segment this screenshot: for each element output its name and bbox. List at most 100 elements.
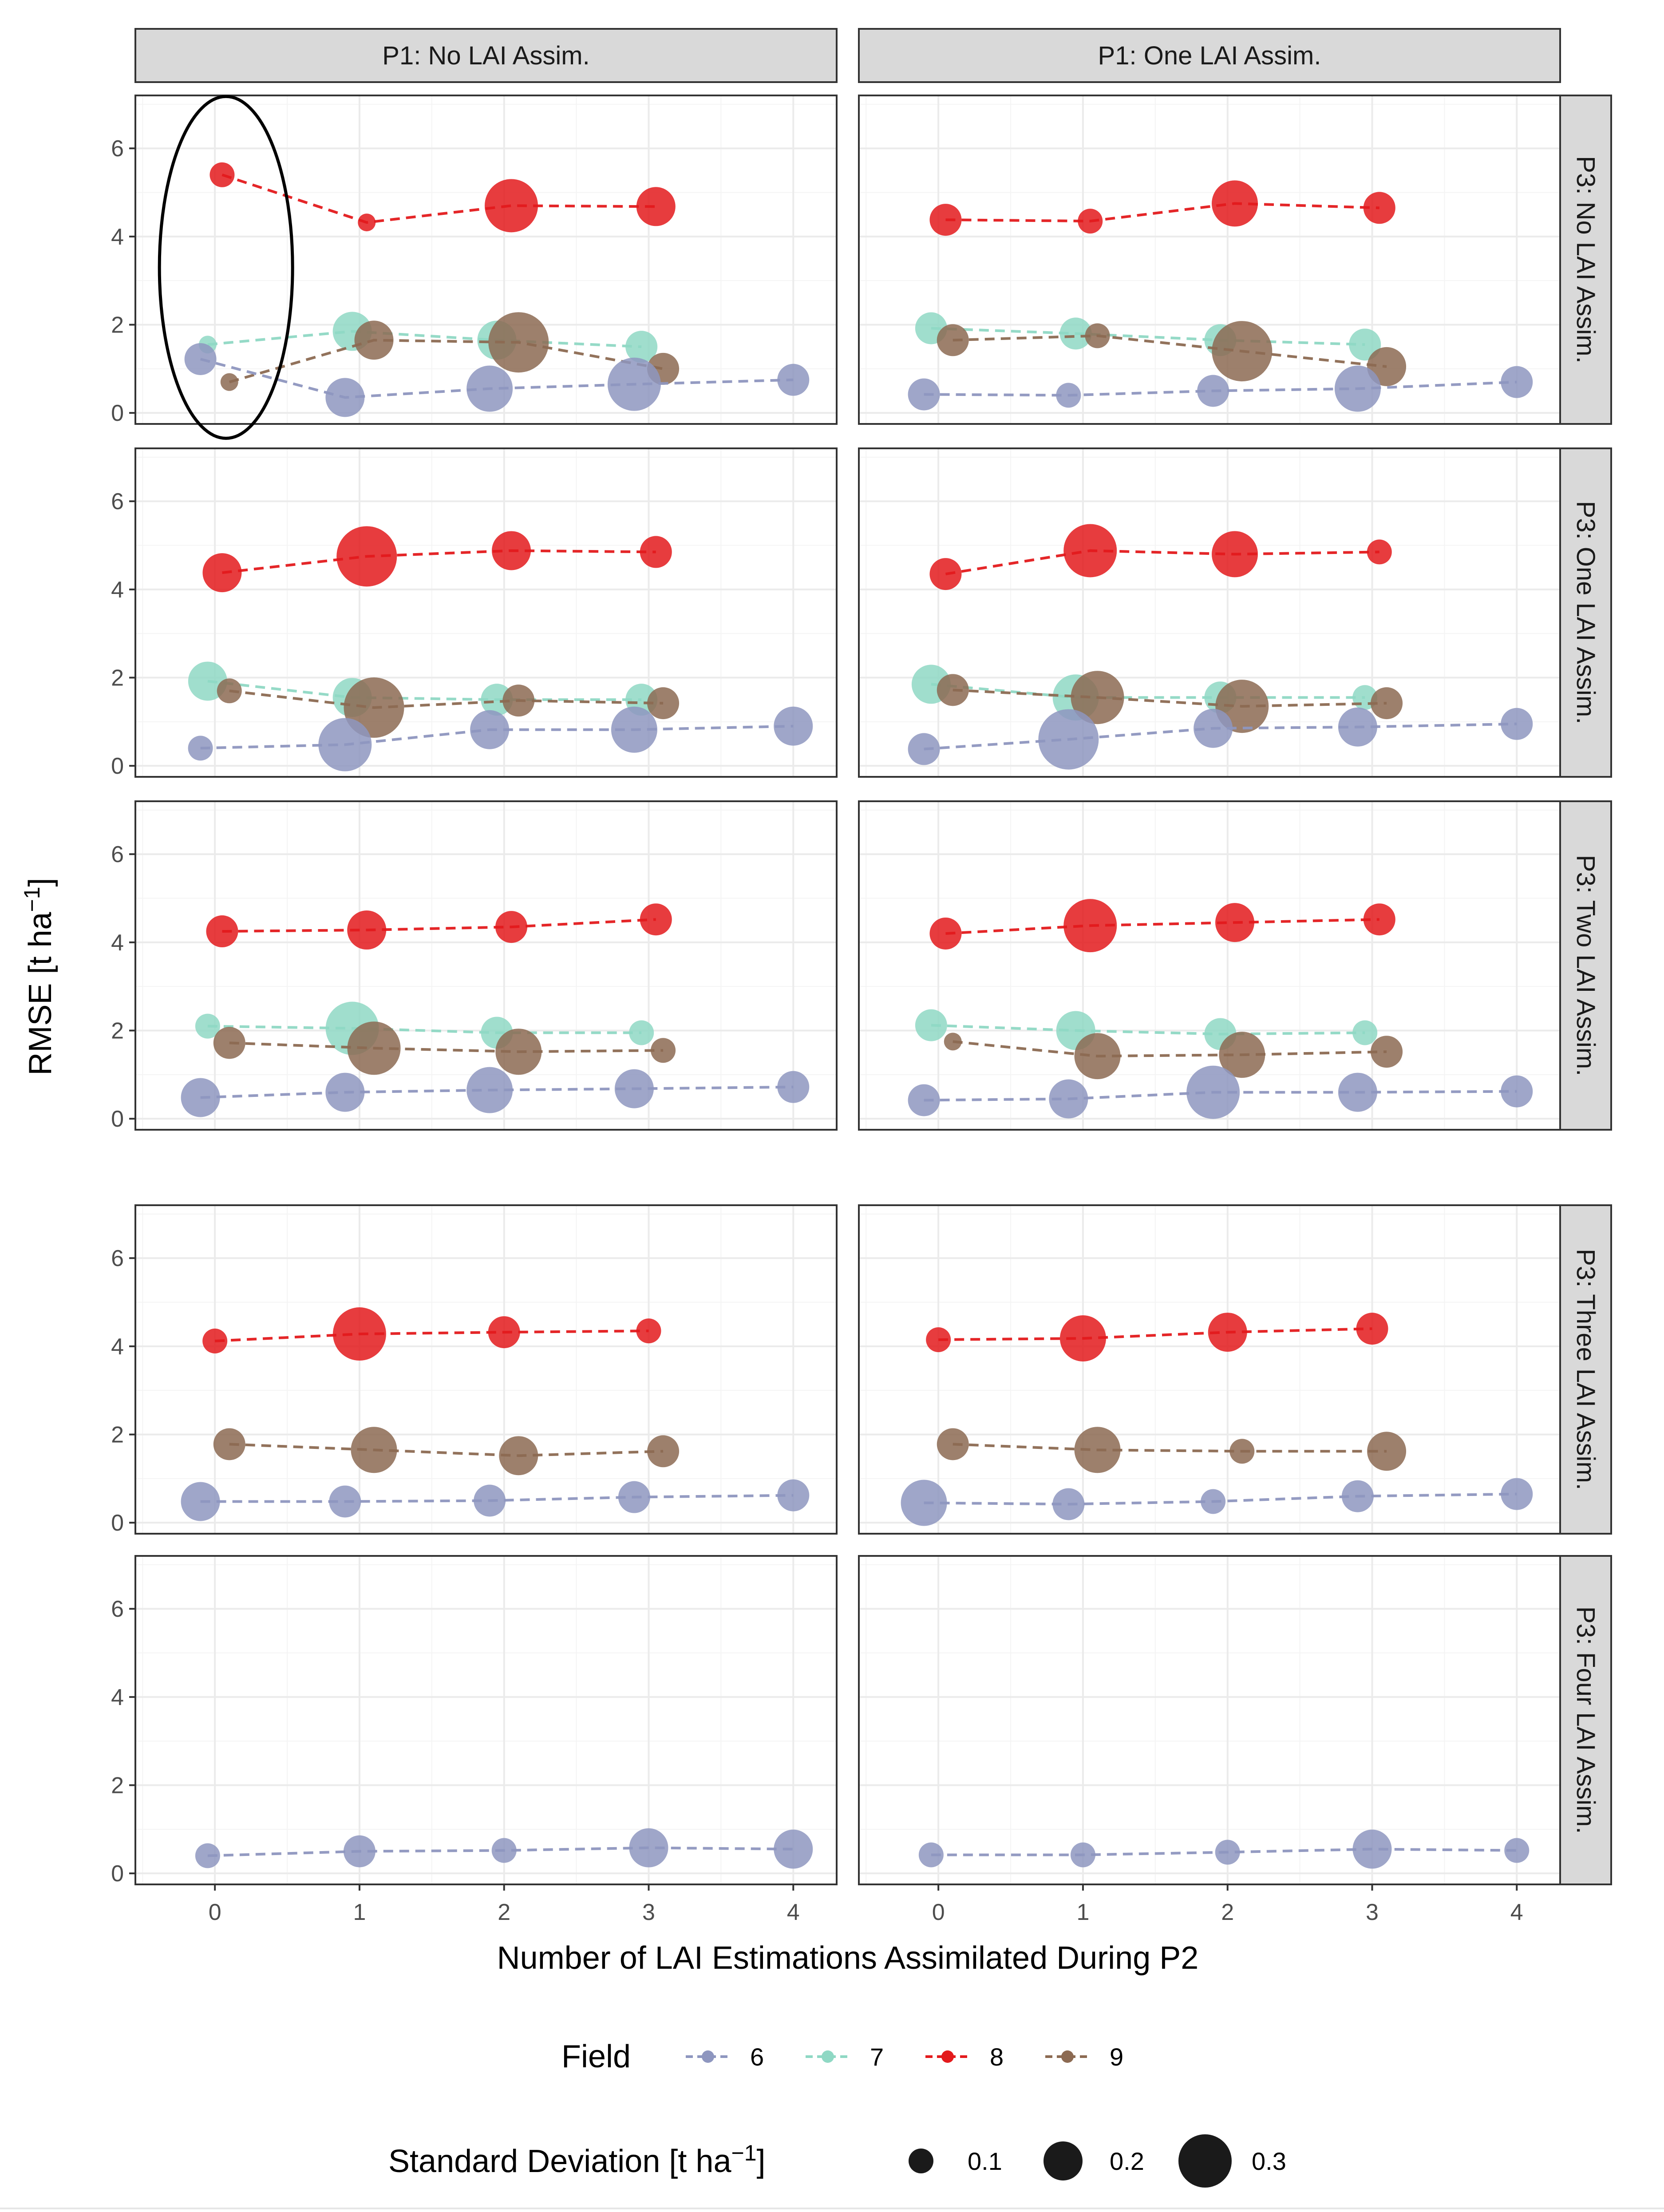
data-point-field-8 <box>347 910 387 950</box>
data-point-field-6 <box>1049 1079 1088 1119</box>
series-line-field-8 <box>215 1330 649 1342</box>
series-line-field-7 <box>931 683 1365 699</box>
series-line-field-8 <box>945 918 1379 935</box>
data-point-field-8 <box>485 179 538 233</box>
y-tick-label: 6 <box>111 489 124 514</box>
data-point-field-6 <box>343 1835 375 1868</box>
data-point-field-6 <box>908 1084 940 1116</box>
x-tick-label: 1 <box>1076 1899 1089 1925</box>
data-point-field-8 <box>926 1327 951 1352</box>
data-point-field-8 <box>1059 1315 1106 1361</box>
series-line-field-9 <box>229 1443 664 1457</box>
data-point-field-6 <box>618 1481 650 1513</box>
panel-background <box>135 1205 837 1534</box>
data-point-field-9 <box>502 685 535 717</box>
top-strip-box <box>134 28 838 83</box>
right-strip-box <box>1559 800 1612 1131</box>
x-tick-label: 4 <box>787 1899 800 1925</box>
data-point-field-9 <box>499 1436 538 1476</box>
panel-border <box>134 1555 838 1885</box>
data-point-field-9 <box>1367 1432 1407 1471</box>
data-point-field-9 <box>1071 671 1124 724</box>
series-line-field-9 <box>953 1443 1387 1453</box>
right-strip-box <box>1559 1204 1612 1535</box>
series-line-field-9 <box>953 689 1387 708</box>
right-strip-label: P3: One LAI Assim. <box>1571 501 1600 724</box>
top-strip-label: P1: One LAI Assim. <box>1098 41 1321 70</box>
y-tick-label: 4 <box>111 224 124 250</box>
legend-size-title-sup: −1 <box>731 2141 757 2165</box>
data-point-field-7 <box>195 1013 220 1039</box>
x-tick-label: 0 <box>209 1899 221 1925</box>
legend-key-point-field-6 <box>702 2050 714 2063</box>
data-point-field-9 <box>944 1033 962 1051</box>
data-point-field-8 <box>1356 1313 1388 1345</box>
x-tick-label: 1 <box>353 1899 366 1925</box>
data-point-field-6 <box>1501 1075 1533 1108</box>
y-tick-label: 2 <box>111 1018 124 1044</box>
data-point-field-8 <box>1363 903 1395 936</box>
y-tick-label: 2 <box>111 1422 124 1448</box>
data-point-field-8 <box>636 1318 661 1344</box>
data-point-field-6 <box>184 343 217 375</box>
data-point-field-6 <box>1501 1478 1533 1510</box>
data-point-field-8 <box>488 1316 520 1349</box>
data-point-field-8 <box>1063 524 1117 578</box>
data-point-field-8 <box>332 1307 386 1361</box>
data-point-field-8 <box>1215 903 1255 942</box>
data-point-field-6 <box>918 1842 944 1868</box>
y-tick-label: 0 <box>111 1106 124 1132</box>
legend-key-point-field-8 <box>941 2050 954 2063</box>
series-line-field-8 <box>945 202 1379 223</box>
data-point-field-8 <box>206 915 238 948</box>
data-point-field-9 <box>647 1435 680 1468</box>
data-point-field-9 <box>1074 1033 1121 1080</box>
data-point-field-9 <box>937 1428 969 1460</box>
y-axis-title-sup: −1 <box>20 886 44 912</box>
legend-size: Standard Deviation [t ha−1] 0.1 0.2 0.3 <box>388 2134 1286 2188</box>
legend-size-key <box>1043 2141 1083 2180</box>
data-point-field-8 <box>358 214 376 232</box>
data-point-field-8 <box>640 536 672 568</box>
y-tick-label: 4 <box>111 1685 124 1710</box>
data-point-field-6 <box>901 1480 947 1526</box>
data-point-field-8 <box>640 903 672 936</box>
data-point-field-7 <box>1349 328 1381 361</box>
series-line-field-8 <box>222 918 656 933</box>
series-line-field-8 <box>945 549 1379 576</box>
data-point-field-6 <box>195 1843 220 1868</box>
data-point-field-6 <box>1056 383 1081 408</box>
data-point-field-6 <box>1338 1072 1377 1112</box>
series-line-field-9 <box>229 689 664 709</box>
right-strip: P3: No LAI Assim. <box>1559 95 1612 425</box>
data-point-field-6 <box>607 357 661 411</box>
data-point-field-8 <box>929 917 962 950</box>
legend-size-label: 0.2 <box>1110 2147 1144 2175</box>
series-line-field-9 <box>229 339 664 384</box>
data-point-field-6 <box>318 718 372 772</box>
legend-field-title: Field <box>561 2039 631 2074</box>
data-point-field-8 <box>202 553 242 593</box>
data-point-field-8 <box>1212 180 1258 227</box>
series-line-field-8 <box>222 549 656 574</box>
data-point-field-6 <box>1052 1488 1085 1520</box>
facet-panel <box>858 95 1561 425</box>
data-point-field-6 <box>1501 366 1533 398</box>
right-strip-label: P3: Two LAI Assim. <box>1571 855 1600 1076</box>
data-point-field-9 <box>488 312 549 373</box>
data-point-field-9 <box>651 1038 676 1063</box>
data-point-field-6 <box>1070 1842 1095 1868</box>
x-tick-label: 3 <box>1366 1899 1379 1925</box>
data-point-field-6 <box>908 733 940 765</box>
data-point-field-6 <box>908 378 940 411</box>
data-point-field-8 <box>929 558 962 590</box>
panel-border <box>134 1204 838 1535</box>
panel-border <box>134 95 838 425</box>
data-point-field-6 <box>774 1829 813 1869</box>
data-point-field-6 <box>329 1485 361 1518</box>
facet-panel: 0 2 4 6 <box>111 95 838 426</box>
panel-background <box>135 1556 837 1884</box>
data-point-field-8 <box>929 204 962 236</box>
series-line-field-9 <box>953 334 1387 368</box>
data-point-field-8 <box>1078 209 1103 234</box>
